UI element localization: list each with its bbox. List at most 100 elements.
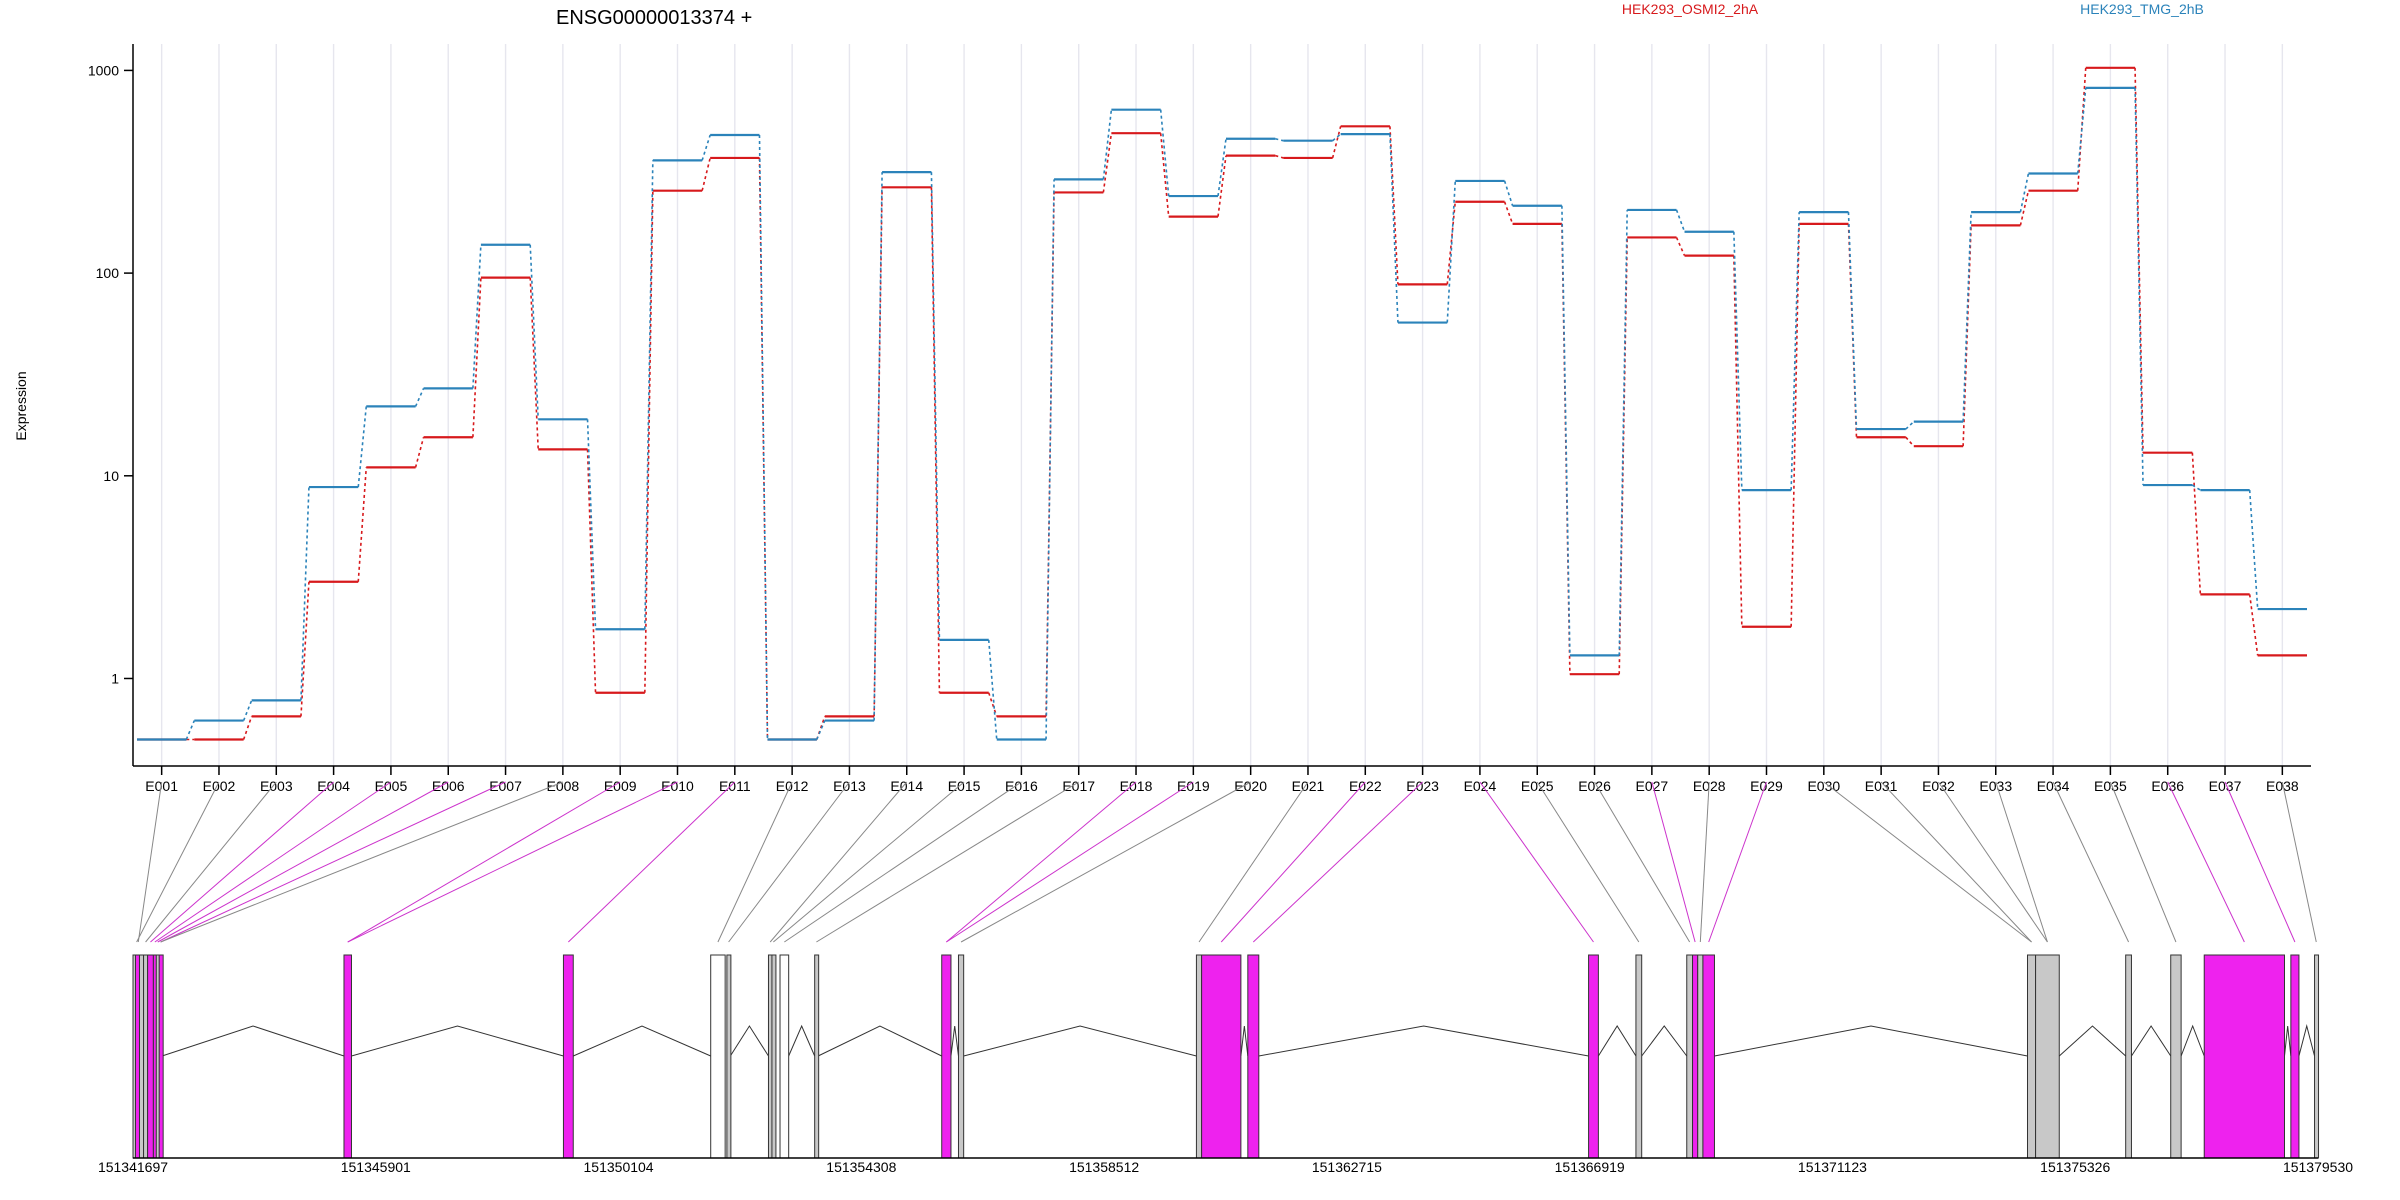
series-1-connector — [644, 190, 654, 693]
exon-block-e011 — [726, 954, 732, 1159]
vertical-gridlines — [160, 44, 2284, 766]
bin-link-e003 — [145, 781, 277, 943]
x-tick-label-e024: E024 — [1464, 778, 1497, 794]
x-tick-label-e035: E035 — [2094, 778, 2127, 794]
series-2-connector — [1045, 179, 1055, 740]
plot-axes — [132, 44, 2311, 767]
series-2-connector — [1733, 231, 1743, 491]
intron-line — [161, 1025, 345, 1057]
series-1-connector — [816, 716, 826, 740]
intron-line — [573, 1025, 711, 1057]
exon-block-e018 — [1195, 954, 1203, 1159]
bin-link-e018 — [946, 781, 1137, 943]
bin-link-e007 — [160, 781, 506, 943]
bin-link-e036 — [2167, 781, 2245, 943]
x-tick-label-e002: E002 — [203, 778, 236, 794]
series-2-connector — [414, 388, 425, 407]
series-2-connector — [2134, 87, 2144, 486]
series-1-connector — [1675, 237, 1686, 256]
series-2-connector — [2019, 173, 2030, 213]
series-1-connector — [2248, 594, 2259, 656]
series-1-connector — [414, 437, 425, 468]
bin-link-e019 — [946, 781, 1194, 943]
legend-label-series-2: HEK293_TMG_2hB — [2080, 1, 2204, 17]
genomic-coordinate-label: 151362715 — [1312, 1159, 1382, 1175]
y-tick-label: 1 — [111, 670, 119, 686]
exon-block-e004 — [147, 954, 154, 1159]
x-tick-label-e010: E010 — [661, 778, 694, 794]
exon-block-e030 — [2170, 954, 2182, 1159]
bin-link-e001 — [137, 781, 163, 943]
intron-line — [788, 1024, 816, 1057]
series-2-connector — [529, 244, 540, 420]
series-1-connector — [1331, 126, 1342, 159]
series-1-connector — [586, 449, 597, 693]
series-1-connector — [300, 581, 310, 717]
bin-link-e014 — [769, 781, 908, 943]
bin-link-e035 — [2109, 781, 2177, 943]
x-tick-label-e019: E019 — [1177, 778, 1210, 794]
bin-link-e025 — [1536, 781, 1640, 943]
y-axis-ticks: 1 10 100 1000 — [88, 62, 133, 686]
series-2-connector — [816, 720, 826, 740]
series-1-connector — [1446, 201, 1457, 285]
series-2-connector — [2191, 484, 2201, 491]
x-tick-label-e026: E026 — [1578, 778, 1611, 794]
series-2-connector — [1847, 212, 1858, 430]
series-2-connector — [1159, 109, 1170, 197]
chart-title: ENSG00000013374 + — [556, 7, 752, 29]
intron-line — [729, 1025, 769, 1057]
series-2-connector — [1389, 134, 1399, 323]
gene-model — [132, 954, 2320, 1159]
x-tick-label-e005: E005 — [375, 778, 408, 794]
series-1-connector — [1503, 201, 1514, 225]
x-tick-label-e007: E007 — [489, 778, 522, 794]
bin-link-e013 — [728, 781, 850, 943]
intron-line — [1240, 1025, 1249, 1057]
bin-link-e008 — [160, 781, 564, 943]
x-tick-label-e003: E003 — [260, 778, 293, 794]
exon-block-e008 — [343, 954, 352, 1159]
series-1-connector — [1905, 436, 1915, 447]
genomic-coordinate-label: 151341697 — [98, 1159, 168, 1175]
intron-line — [1597, 1025, 1637, 1057]
x-tick-label-e006: E006 — [432, 778, 465, 794]
x-tick-label-e008: E008 — [547, 778, 580, 794]
exon-bin-links — [136, 781, 2317, 943]
exon-block-e029 — [2125, 954, 2132, 1159]
intron-line — [817, 1025, 942, 1057]
x-tick-label-e014: E014 — [890, 778, 923, 794]
x-tick-label-e018: E018 — [1120, 778, 1153, 794]
series-2-connector — [1275, 137, 1284, 142]
series-1-connector — [242, 716, 253, 740]
series-1-connector — [1275, 154, 1284, 159]
series-2-connector — [1332, 133, 1342, 142]
y-tick-label: 100 — [96, 265, 120, 281]
genomic-coordinate-label: 151379530 — [2283, 1159, 2353, 1175]
x-tick-label-e025: E025 — [1521, 778, 1554, 794]
series-2-connector — [2076, 87, 2087, 174]
genomic-coordinate-label: 151354308 — [826, 1159, 896, 1175]
bin-link-e030 — [1823, 781, 2032, 943]
series-1-connector — [1389, 126, 1399, 285]
series-2-connector — [185, 720, 196, 740]
series-1-connector — [357, 467, 368, 582]
exon-block-e010 — [710, 954, 726, 1159]
x-tick-label-e034: E034 — [2037, 778, 2070, 794]
series-1-connector — [1102, 133, 1113, 193]
series-2-connector — [1905, 421, 1915, 430]
series-2-connector — [1446, 180, 1457, 323]
series-lines — [137, 66, 2307, 741]
bin-link-e009 — [347, 781, 621, 943]
series-2-connector — [1503, 180, 1514, 206]
intron-line — [950, 1025, 959, 1057]
exon-block-e025 — [1697, 954, 1704, 1159]
x-tick-label-e016: E016 — [1005, 778, 1038, 794]
exon-block-e017 — [957, 954, 965, 1159]
bin-link-e032 — [1938, 781, 2048, 943]
genomic-coordinate-label: 151350104 — [584, 1159, 654, 1175]
intron-line — [1714, 1025, 2028, 1057]
intron-line — [1258, 1025, 1589, 1057]
series-2 — [137, 86, 2307, 741]
